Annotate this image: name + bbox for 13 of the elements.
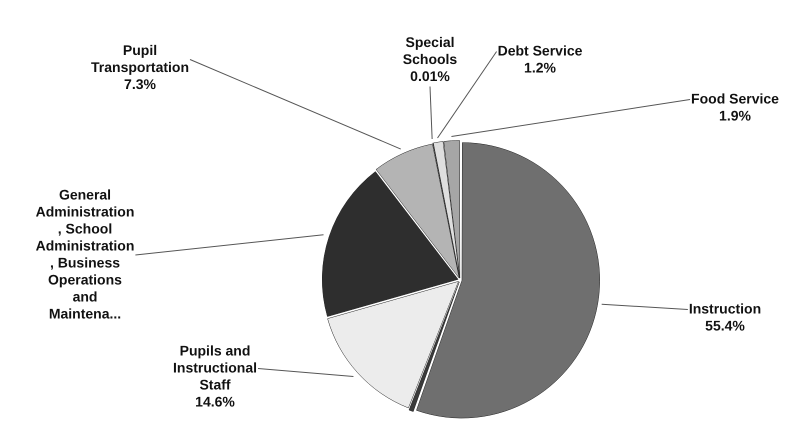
data-label: 14.6%: [195, 393, 236, 410]
data-label: 7.3%: [124, 76, 156, 92]
data-label: 55.4%: [705, 317, 746, 334]
slice-label: Pupil Transportation: [90, 42, 190, 75]
data-label: 1.2%: [524, 59, 556, 76]
slice-label: Pupils and Instructional Staff: [172, 342, 258, 392]
data-label: 0.01%: [410, 68, 450, 84]
slice-label: Instruction: [688, 300, 762, 316]
slice-label: General Administration, School Administration, Business Operations and Maintena...: [36, 186, 134, 322]
slice-label: Special Schools: [402, 34, 458, 67]
slice-label: Debt Service: [498, 42, 583, 58]
slice-label: Food Service: [691, 90, 780, 106]
data-label: 1.9%: [719, 107, 752, 124]
